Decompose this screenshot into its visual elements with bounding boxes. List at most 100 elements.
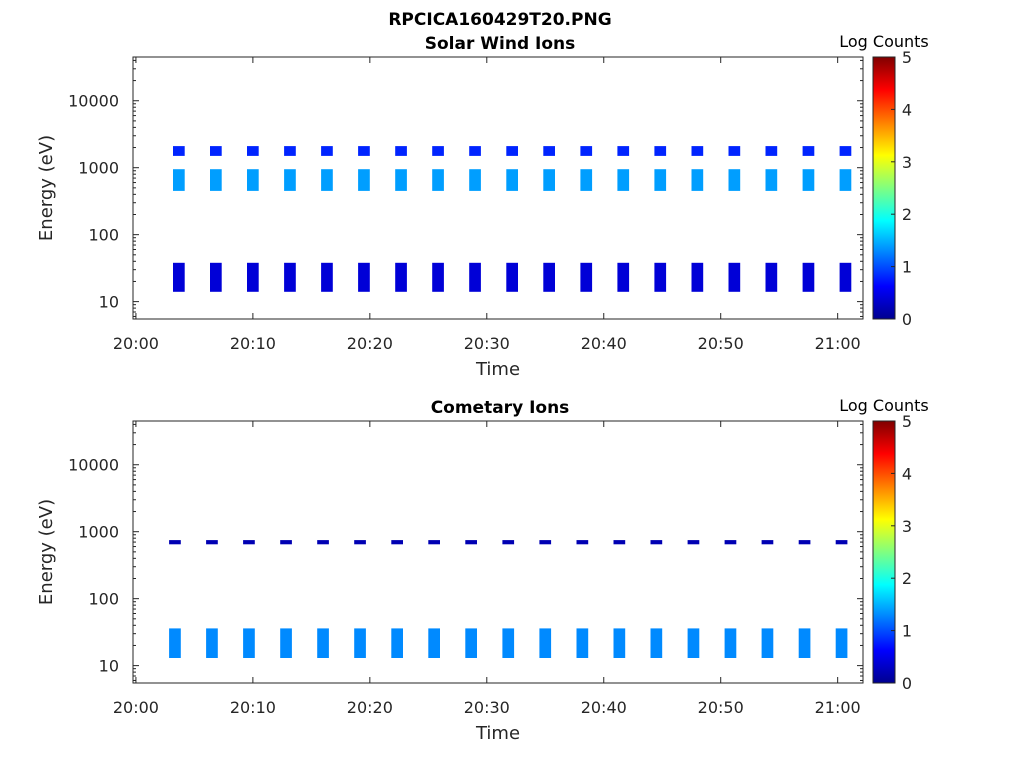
heatmap-cell: [391, 628, 403, 658]
colorbar-tick-label: 3: [902, 153, 912, 172]
plot-background-solar-wind: [133, 57, 863, 319]
heatmap-cell: [284, 169, 296, 191]
heatmap-cell: [391, 540, 403, 545]
y-axis-title-solar-wind: Energy (eV): [36, 135, 57, 241]
heatmap-cell: [839, 262, 852, 292]
heatmap-cell: [210, 262, 222, 292]
heatmap-cell: [358, 262, 370, 292]
colorbar-tick-label: 3: [902, 517, 912, 536]
heatmap-cell: [761, 628, 774, 658]
heatmap-cell: [580, 146, 593, 156]
colorbar-gradient: [872, 56, 896, 320]
heatmap-cell: [169, 628, 181, 658]
heatmap-cell: [206, 628, 218, 658]
heatmap-cell: [691, 146, 704, 156]
heatmap-cell: [654, 262, 667, 292]
heatmap-cell: [506, 262, 518, 292]
heatmap-cell: [617, 262, 630, 292]
heatmap-cell: [432, 169, 444, 191]
panel-title-solar-wind: Solar Wind Ions: [425, 34, 576, 54]
heatmap-cell: [428, 540, 440, 545]
heatmap-cell: [502, 628, 515, 658]
heatmap-cell: [173, 169, 185, 191]
heatmap-cell: [765, 146, 778, 156]
heatmap-cell: [580, 169, 593, 191]
heatmap-cells-solar-wind: [173, 146, 852, 292]
heatmap-cell: [506, 169, 518, 191]
x-tick-label: 21:00: [815, 698, 861, 717]
colorbar-tick-label: 1: [902, 622, 912, 641]
heatmap-cell: [613, 540, 626, 545]
panel-title-cometary: Cometary Ions: [431, 398, 570, 418]
y-tick-label: 100: [88, 590, 119, 609]
heatmap-cell: [798, 628, 811, 658]
x-ticks-solar-wind: 20:00 20:10 20:20 20:30 20:40 20:50 21:00: [113, 57, 861, 353]
heatmap-cells-cometary: [169, 540, 848, 658]
y-tick-label: 10: [99, 657, 119, 676]
heatmap-cell: [469, 169, 481, 191]
y-tick-label: 10000: [68, 92, 119, 111]
panel-cometary: Cometary Ions 20:00 20:10 20:20 20:30 20:40 2…: [36, 396, 929, 744]
heatmap-cell: [543, 169, 555, 191]
heatmap-cell: [839, 146, 852, 156]
heatmap-cell: [317, 540, 329, 545]
heatmap-cell: [687, 628, 700, 658]
colorbar-title-cometary: Log Counts: [839, 396, 929, 415]
heatmap-cell: [173, 262, 185, 292]
x-tick-label: 20:10: [230, 698, 276, 717]
x-tick-label: 20:30: [464, 698, 510, 717]
x-tick-label: 20:40: [581, 698, 627, 717]
heatmap-cell: [802, 262, 815, 292]
x-ticks-cometary: 20:00 20:10 20:20 20:30 20:40 20:50 21:00: [113, 421, 861, 717]
heatmap-cell: [206, 540, 218, 545]
x-tick-label: 20:50: [698, 334, 744, 353]
heatmap-cell: [802, 146, 815, 156]
x-tick-label: 20:00: [113, 698, 159, 717]
heatmap-cell: [650, 540, 663, 545]
x-tick-label: 20:30: [464, 334, 510, 353]
heatmap-cell: [432, 146, 444, 156]
y-axis-title-cometary: Energy (eV): [36, 499, 57, 605]
heatmap-cell: [243, 540, 255, 545]
heatmap-cell: [210, 169, 222, 191]
x-tick-label: 20:10: [230, 334, 276, 353]
heatmap-cell: [543, 146, 555, 156]
y-tick-label: 1000: [78, 159, 119, 178]
heatmap-cell: [210, 146, 222, 156]
heatmap-cell: [765, 169, 778, 191]
heatmap-cell: [687, 540, 700, 545]
heatmap-cell: [654, 169, 667, 191]
heatmap-cell: [284, 262, 296, 292]
y-tick-label: 10000: [68, 456, 119, 475]
colorbar-tick-label: 1: [902, 258, 912, 277]
heatmap-cell: [650, 628, 663, 658]
heatmap-cell: [173, 146, 185, 156]
colorbar-tick-label: 2: [902, 205, 912, 224]
x-tick-label: 20:40: [581, 334, 627, 353]
panel-solar-wind: Solar Wind Ions 20:00 20:10 20:20 20:30 20:4…: [36, 32, 929, 380]
heatmap-cell: [317, 628, 329, 658]
heatmap-cell: [617, 146, 630, 156]
colorbar-tick-label: 0: [902, 310, 912, 329]
x-tick-label: 20:20: [347, 698, 393, 717]
colorbar-tick-label: 4: [902, 464, 912, 483]
heatmap-cell: [839, 169, 852, 191]
colorbar-title-solar-wind: Log Counts: [839, 32, 929, 51]
heatmap-cell: [724, 628, 737, 658]
x-tick-label: 20:50: [698, 698, 744, 717]
heatmap-cell: [802, 169, 815, 191]
colorbar-tick-label: 4: [902, 100, 912, 119]
heatmap-cell: [247, 146, 259, 156]
heatmap-cell: [765, 262, 778, 292]
heatmap-cell: [395, 146, 407, 156]
y-ticks-cometary: 10 100 1000 10000: [68, 423, 863, 681]
heatmap-cell: [469, 146, 481, 156]
heatmap-cell: [613, 628, 626, 658]
colorbar-tick-label: 0: [902, 674, 912, 693]
heatmap-cell: [321, 262, 333, 292]
x-axis-title-solar-wind: Time: [475, 359, 520, 380]
heatmap-cell: [691, 169, 704, 191]
heatmap-cell: [617, 169, 630, 191]
colorbar-cometary: 0 1 2 3 4 5: [872, 412, 912, 693]
heatmap-cell: [502, 540, 515, 545]
